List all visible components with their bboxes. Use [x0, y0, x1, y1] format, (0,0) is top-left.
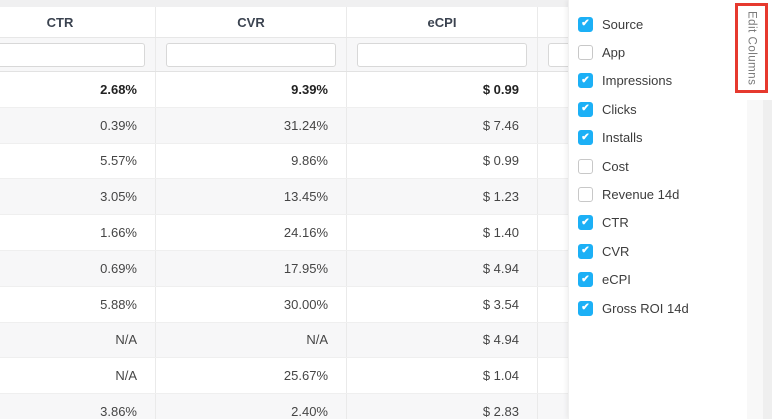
cell-cvr: 31.24% [156, 107, 347, 143]
column-toggle-label: Source [602, 16, 644, 32]
cell-ctr: 3.86% [0, 394, 156, 419]
column-header-cvr[interactable]: CVR [156, 7, 347, 37]
cell-cvr: 13.45% [156, 179, 347, 215]
cell-ctr: N/A [0, 322, 156, 358]
column-toggle-clicks[interactable]: ✔ Clicks [578, 95, 747, 123]
check-icon: ✔ [581, 302, 590, 314]
edit-columns-button-label: Edit Columns [745, 10, 758, 86]
cell-ecpi: $ 4.94 [347, 322, 538, 358]
cell-ctr: 5.57% [0, 143, 156, 179]
check-icon: ✔ [581, 18, 590, 30]
cell-ctr: 2.68% [0, 72, 156, 107]
checkbox-icon: ✔ [578, 130, 593, 146]
check-icon: ✔ [581, 74, 590, 86]
cell-ecpi: $ 0.99 [347, 143, 538, 179]
checkbox-icon: ✔ [578, 158, 593, 174]
column-toggle-ctr[interactable]: ✔ CTR [578, 209, 747, 237]
cell-ctr: N/A [0, 358, 156, 394]
cell-ctr: 5.88% [0, 286, 156, 322]
column-toggle-installs[interactable]: ✔ Installs [578, 124, 747, 152]
cell-cvr: 30.00% [156, 286, 347, 322]
column-header-ctr[interactable]: CTR [0, 7, 156, 37]
checkbox-icon: ✔ [578, 272, 593, 288]
column-toggle-cost[interactable]: ✔ Cost [578, 152, 747, 180]
edit-columns-button[interactable]: Edit Columns [735, 3, 768, 93]
cell-ecpi: $ 7.46 [347, 107, 538, 143]
checkbox-icon: ✔ [578, 16, 593, 32]
filter-cell [156, 38, 347, 71]
checkbox-icon: ✔ [578, 101, 593, 117]
check-icon: ✔ [581, 245, 590, 257]
column-toggle-impressions[interactable]: ✔ Impressions [578, 67, 747, 95]
checkbox-icon: ✔ [578, 300, 593, 316]
cell-ecpi: $ 0.99 [347, 72, 538, 107]
table-top-strip [0, 0, 772, 7]
cell-cvr: N/A [156, 322, 347, 358]
cell-cvr: 25.67% [156, 358, 347, 394]
cell-ctr: 3.05% [0, 179, 156, 215]
cell-cvr: 24.16% [156, 215, 347, 250]
column-toggle-gross-roi-14d[interactable]: ✔ Gross ROI 14d [578, 294, 747, 322]
cell-ecpi: $ 1.23 [347, 179, 538, 215]
cell-ecpi: $ 2.83 [347, 394, 538, 419]
check-icon: ✔ [581, 273, 590, 285]
column-toggle-label: Gross ROI 14d [602, 300, 689, 316]
cell-ctr: 0.39% [0, 107, 156, 143]
check-icon: ✔ [581, 103, 590, 115]
column-toggle-label: eCPI [602, 272, 631, 288]
cell-cvr: 2.40% [156, 394, 347, 419]
checkbox-icon: ✔ [578, 73, 593, 89]
column-toggle-label: Impressions [602, 73, 673, 89]
column-toggle-label: CVR [602, 243, 630, 259]
column-toggle-label: Clicks [602, 101, 637, 117]
checkbox-icon: ✔ [578, 187, 593, 203]
cell-ctr: 1.66% [0, 215, 156, 250]
right-gutter [747, 0, 763, 419]
filter-cell [347, 38, 538, 71]
column-toggle-label: Cost [602, 158, 629, 174]
cell-cvr: 9.39% [156, 72, 347, 107]
column-toggle-label: Installs [602, 130, 643, 146]
cell-cvr: 17.95% [156, 250, 347, 286]
checkbox-icon: ✔ [578, 215, 593, 231]
column-toggle-label: App [602, 45, 626, 61]
column-toggle-app[interactable]: ✔ App [578, 38, 747, 66]
filter-input-ecpi[interactable] [357, 43, 527, 67]
filter-cell [0, 38, 156, 71]
cell-ecpi: $ 1.40 [347, 215, 538, 250]
edit-columns-panel: ✔ Source ✔ App ✔ Impressions ✔ Clicks ✔ … [568, 0, 747, 419]
right-scroll-track [763, 0, 772, 419]
check-icon: ✔ [581, 216, 590, 228]
cell-ecpi: $ 4.94 [347, 250, 538, 286]
column-toggle-label: Revenue 14d [602, 187, 680, 203]
column-toggle-cvr[interactable]: ✔ CVR [578, 237, 747, 265]
filter-input-ctr[interactable] [0, 43, 145, 67]
check-icon: ✔ [581, 131, 590, 143]
column-toggle-source[interactable]: ✔ Source [578, 10, 747, 38]
column-toggle-revenue-14d[interactable]: ✔ Revenue 14d [578, 180, 747, 208]
cell-ecpi: $ 1.04 [347, 358, 538, 394]
filter-input-cvr[interactable] [166, 43, 336, 67]
cell-ctr: 0.69% [0, 250, 156, 286]
cell-ecpi: $ 3.54 [347, 286, 538, 322]
checkbox-icon: ✔ [578, 243, 593, 259]
column-header-ecpi[interactable]: eCPI [347, 7, 538, 37]
cell-cvr: 9.86% [156, 143, 347, 179]
column-toggle-label: CTR [602, 215, 629, 231]
checkbox-icon: ✔ [578, 45, 593, 61]
column-toggle-ecpi[interactable]: ✔ eCPI [578, 266, 747, 294]
